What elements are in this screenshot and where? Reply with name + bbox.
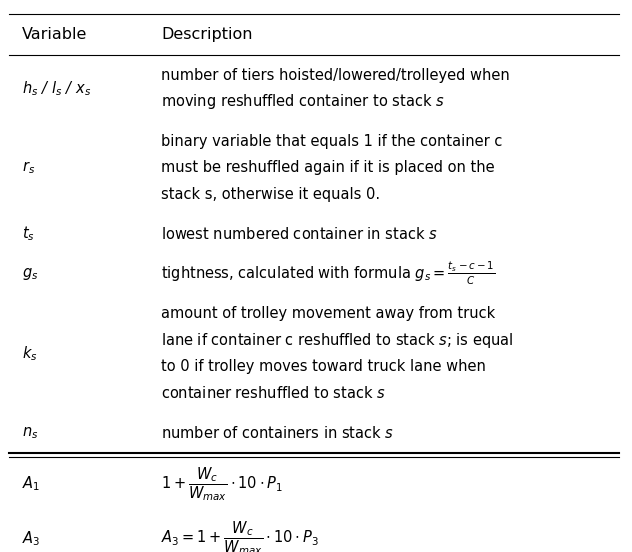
Text: binary variable that equals 1 if the container c: binary variable that equals 1 if the con… [161,134,502,149]
Text: $A_3$: $A_3$ [22,529,40,548]
Text: lowest numbered container in stack $s$: lowest numbered container in stack $s$ [161,226,438,242]
Text: must be reshuffled again if it is placed on the: must be reshuffled again if it is placed… [161,160,495,176]
Text: $h_s$ / $l_s$ / $x_s$: $h_s$ / $l_s$ / $x_s$ [22,79,91,98]
Text: number of tiers hoisted/lowered/trolleyed when: number of tiers hoisted/lowered/trolleye… [161,67,510,83]
Text: $1 + \dfrac{W_c}{W_{max}} \cdot 10 \cdot P_1$: $1 + \dfrac{W_c}{W_{max}} \cdot 10 \cdot… [161,465,283,503]
Text: tightness, calculated with formula $g_s = \frac{t_s-c-1}{C}$: tightness, calculated with formula $g_s … [161,260,495,288]
Text: Description: Description [161,27,253,42]
Text: moving reshuffled container to stack $s$: moving reshuffled container to stack $s$ [161,92,445,111]
Text: number of containers in stack $s$: number of containers in stack $s$ [161,425,394,440]
Text: Variable: Variable [22,27,87,42]
Text: $t_s$: $t_s$ [22,225,35,243]
Text: to 0 if trolley moves toward truck lane when: to 0 if trolley moves toward truck lane … [161,359,486,374]
Text: $k_s$: $k_s$ [22,344,38,363]
Text: $A_1$: $A_1$ [22,475,40,493]
Text: $g_s$: $g_s$ [22,266,39,282]
Text: $r_s$: $r_s$ [22,160,35,176]
Text: stack s, otherwise it equals 0.: stack s, otherwise it equals 0. [161,187,380,202]
Text: container reshuffled to stack $s$: container reshuffled to stack $s$ [161,385,386,401]
Text: lane if container c reshuffled to stack $s$; is equal: lane if container c reshuffled to stack … [161,331,514,349]
Text: $n_s$: $n_s$ [22,425,39,440]
Text: amount of trolley movement away from truck: amount of trolley movement away from tru… [161,306,495,321]
Text: $A_3 = 1 + \dfrac{W_c}{W_{max}} \cdot 10 \cdot P_3$: $A_3 = 1 + \dfrac{W_c}{W_{max}} \cdot 10… [161,519,319,552]
